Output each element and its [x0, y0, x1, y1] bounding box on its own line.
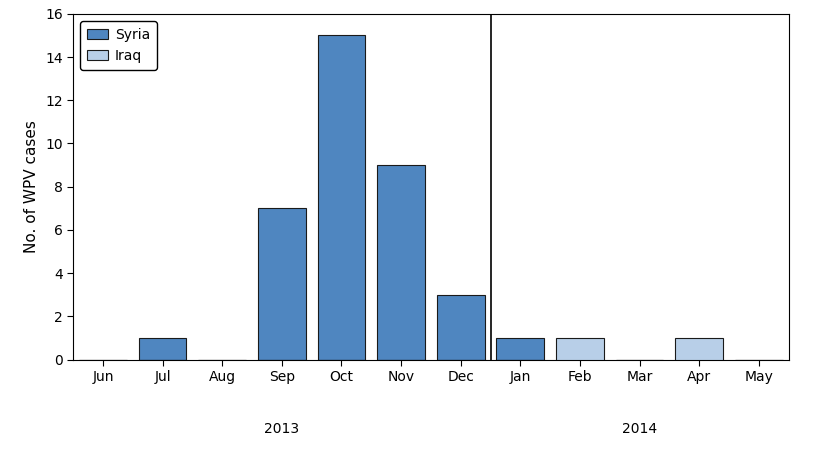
- Y-axis label: No. of WPV cases: No. of WPV cases: [24, 120, 40, 253]
- Legend: Syria, Iraq: Syria, Iraq: [80, 21, 157, 70]
- Bar: [318, 35, 365, 360]
- Text: 2013: 2013: [264, 422, 299, 436]
- Bar: [377, 165, 425, 360]
- Bar: [497, 338, 544, 360]
- Text: 2014: 2014: [622, 422, 657, 436]
- Bar: [676, 338, 723, 360]
- Bar: [437, 295, 485, 360]
- Bar: [139, 338, 186, 360]
- Bar: [258, 208, 306, 360]
- Bar: [556, 338, 604, 360]
